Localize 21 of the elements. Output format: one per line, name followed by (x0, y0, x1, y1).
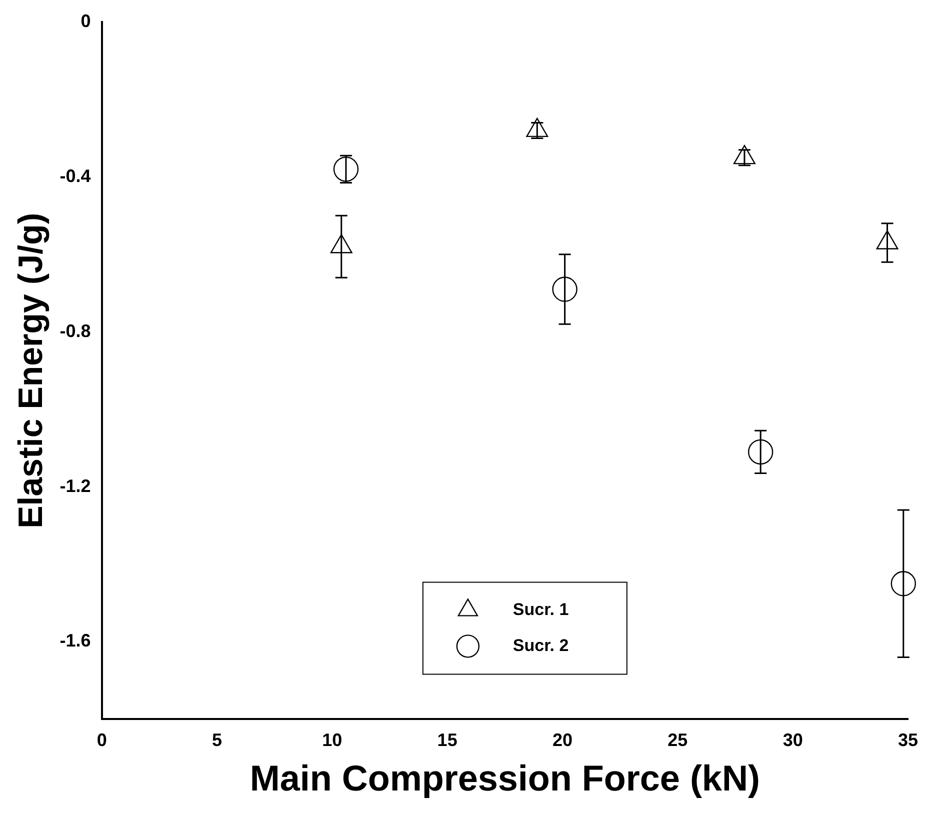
point (552, 276, 578, 302)
y-tick-label: -0.4 (60, 166, 91, 186)
x-tick-label: 5 (212, 730, 222, 750)
x-axis-title: Main Compression Force (kN) (250, 757, 760, 798)
x-tick-label: 35 (898, 730, 918, 750)
x-tick-label: 0 (96, 730, 107, 750)
y-axis-title: Elastic Energy (J/g) (12, 212, 50, 528)
x-tick-label: 15 (437, 730, 458, 750)
x-tick-label: 20 (552, 730, 573, 750)
y-tick-label: -0.8 (60, 320, 91, 341)
point (333, 156, 359, 182)
point (748, 439, 774, 465)
x-tick-label: 10 (322, 730, 342, 750)
y-tick-label: 0 (80, 10, 91, 31)
x-tick-label: 30 (782, 730, 803, 750)
point (890, 571, 916, 596)
y-tick-label: -1.2 (60, 476, 91, 496)
legend-label: Sucr. 2 (512, 636, 569, 655)
legend-label: Sucr. 1 (512, 600, 569, 619)
y-tick-label: -1.6 (60, 630, 91, 651)
x-tick-label: 25 (668, 730, 688, 750)
